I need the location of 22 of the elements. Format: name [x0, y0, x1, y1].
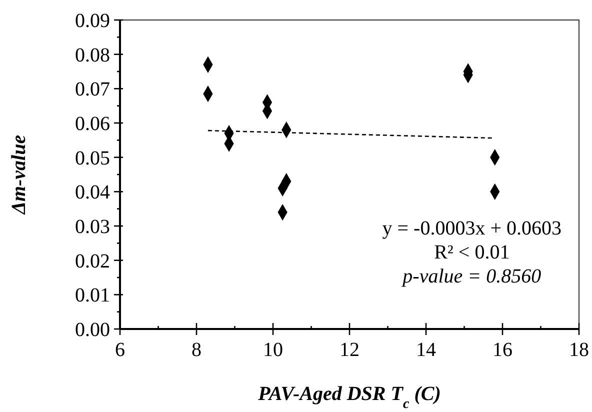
y-tick-label: 0.01 — [75, 284, 110, 307]
y-tick-label: 0.04 — [75, 182, 110, 204]
x-axis-title: PAV-Aged DSR T$_{c}$ (C) — [257, 383, 441, 412]
x-tick-label: 14 — [416, 339, 436, 361]
y-tick-label: 0.03 — [75, 216, 110, 238]
y-tick-label: 0.02 — [75, 250, 110, 272]
x-tick-label: 18 — [569, 339, 589, 361]
y-tick-label: 0.06 — [75, 113, 110, 135]
x-tick-label: 8 — [192, 339, 202, 361]
x-tick-label: 6 — [115, 339, 125, 361]
y-tick-label: 0.05 — [75, 147, 110, 170]
annotation: y = -0.0003x + 0.0603 — [382, 218, 562, 240]
x-tick-label: 16 — [492, 339, 512, 361]
annotation: R² < 0.01 — [434, 242, 510, 264]
annotation: p-value = 0.8560 — [400, 266, 542, 288]
y-tick-label: 0.08 — [75, 44, 110, 66]
y-tick-label: 0.00 — [75, 319, 110, 341]
y-tick-label: 0.07 — [75, 78, 110, 101]
y-axis-title: Δm-value — [8, 134, 30, 216]
x-tick-label: 10 — [263, 339, 283, 361]
y-tick-label: 0.09 — [75, 10, 110, 32]
x-tick-label: 12 — [340, 339, 360, 361]
